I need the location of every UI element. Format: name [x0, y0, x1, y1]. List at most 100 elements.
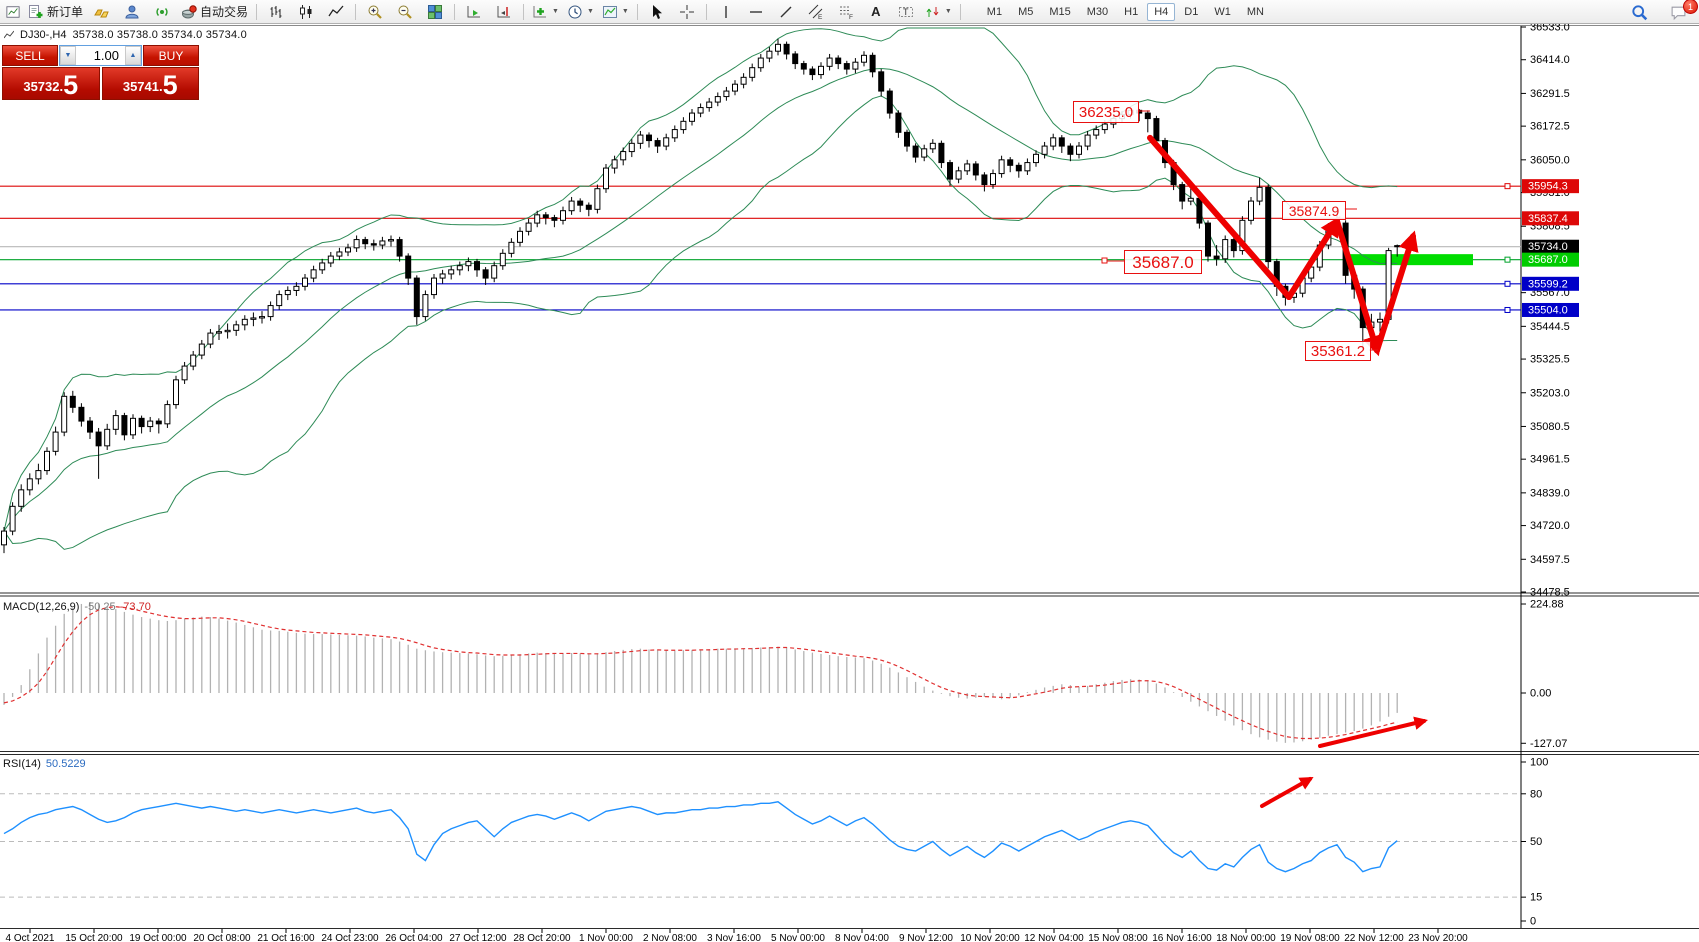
fibonacci-icon: F	[839, 6, 853, 20]
volume-decrease-button[interactable]: ▼	[60, 46, 76, 65]
svg-text:35203.0: 35203.0	[1530, 387, 1570, 399]
price-annotation-36235[interactable]: 36235.0	[1073, 101, 1139, 123]
clock-icon	[568, 5, 582, 18]
timeframe-M30[interactable]: M30	[1086, 5, 1109, 18]
signals-button[interactable]	[148, 1, 176, 23]
svg-text:100: 100	[1530, 757, 1548, 769]
svg-text:28 Oct 20:00: 28 Oct 20:00	[513, 933, 571, 942]
text-label-tool-button[interactable]: T	[892, 1, 920, 23]
buy-price-pip: 5	[162, 70, 178, 101]
accounts-button[interactable]	[118, 1, 146, 23]
zoom-in-button[interactable]	[361, 1, 389, 23]
new-order-icon	[29, 4, 43, 18]
svg-text:27 Oct 12:00: 27 Oct 12:00	[449, 933, 507, 942]
timeframe-M5[interactable]: M5	[1018, 5, 1034, 18]
line-chart-icon	[328, 5, 344, 16]
timeframe-D1[interactable]: D1	[1184, 5, 1199, 18]
text-tool-button[interactable]: A	[871, 4, 881, 19]
zoom-out-icon	[398, 5, 412, 19]
timeframe-H4[interactable]: H4	[1147, 2, 1176, 21]
svg-text:36172.5: 36172.5	[1530, 121, 1570, 133]
svg-text:36533.0: 36533.0	[1530, 22, 1570, 34]
shapes-tool-button[interactable]: ▼	[922, 1, 955, 23]
price-annotation-35361[interactable]: 35361.2	[1305, 341, 1371, 361]
sell-button[interactable]: SELL	[2, 45, 58, 66]
trend-zigzag-arrows[interactable]	[1147, 134, 1419, 357]
auto-trading-button[interactable]: 自动交易	[178, 1, 251, 23]
svg-text:9 Nov 12:00: 9 Nov 12:00	[899, 933, 953, 942]
chart-shift-button[interactable]	[490, 1, 518, 23]
svg-text:34839.0: 34839.0	[1530, 487, 1570, 499]
line-chart-button[interactable]	[322, 1, 350, 23]
price-annotation-35687[interactable]: 35687.0	[1124, 250, 1202, 274]
cursor-icon	[652, 4, 662, 19]
dropdown-caret-icon: ▼	[586, 8, 594, 15]
timeframe-W1[interactable]: W1	[1214, 5, 1231, 18]
green-highlight-band[interactable]	[1347, 254, 1473, 266]
rsi-up-arrow[interactable]	[1260, 776, 1314, 808]
crosshair-tool-button[interactable]	[673, 1, 701, 23]
horizontal-line-tool-button[interactable]	[742, 1, 770, 23]
zoom-out-button[interactable]	[391, 1, 419, 23]
svg-text:35080.5: 35080.5	[1530, 421, 1570, 433]
sell-price-pip: 5	[63, 70, 79, 101]
dropdown-caret-icon: ▼	[621, 8, 629, 15]
buy-price-box[interactable]: 35741. 5	[101, 67, 199, 101]
chart-window-icon	[6, 5, 20, 18]
gold-button[interactable]	[88, 1, 116, 23]
tile-windows-icon	[428, 4, 443, 19]
panel-separators	[0, 25, 1699, 929]
svg-text:4 Oct 2021: 4 Oct 2021	[6, 933, 55, 942]
notifications-button[interactable]: 1	[1664, 0, 1698, 23]
annotation-connectors	[1101, 110, 1378, 351]
time-axis[interactable]: 4 Oct 2021 15 Oct 20:00 19 Oct 00:00 20 Oct…	[6, 929, 1469, 942]
price-annotation-35874[interactable]: 35874.9	[1282, 201, 1346, 220]
svg-text:5 Nov 00:00: 5 Nov 00:00	[771, 933, 825, 942]
timeframe-H1[interactable]: H1	[1124, 5, 1139, 18]
svg-text:16 Nov 16:00: 16 Nov 16:00	[1152, 933, 1212, 942]
chart-window-button[interactable]	[3, 1, 23, 23]
trendline-tool-button[interactable]	[772, 1, 800, 23]
volume-control: ▼ 1.00 ▲	[59, 45, 142, 66]
tile-windows-button[interactable]	[421, 1, 449, 23]
templates-button[interactable]: ▼	[599, 1, 632, 23]
add-indicator-icon	[533, 5, 547, 17]
timeframe-M15[interactable]: M15	[1049, 5, 1071, 18]
bar-chart-icon	[270, 5, 282, 18]
toolbar-separator	[355, 3, 357, 20]
one-click-trading-panel: SELL ▼ 1.00 ▲ BUY 35732. 5 35741. 5	[2, 45, 199, 100]
macd-main-value: -50.25	[84, 601, 116, 613]
timeframe-group: M1 M5 M15 M30 H1 H4 D1 W1 MN	[979, 2, 1272, 21]
cursor-tool-button[interactable]	[643, 1, 671, 23]
timeframe-M1[interactable]: M1	[986, 5, 1003, 18]
symbol-icon	[4, 30, 14, 39]
volume-increase-button[interactable]: ▲	[125, 46, 141, 65]
buy-button[interactable]: BUY	[143, 45, 199, 66]
indicators-button[interactable]: ▼	[529, 1, 562, 23]
svg-text:15 Nov 08:00: 15 Nov 08:00	[1088, 933, 1148, 942]
svg-text:2 Nov 08:00: 2 Nov 08:00	[643, 933, 697, 942]
new-order-button[interactable]: 新订单	[25, 1, 86, 23]
vertical-line-tool-button[interactable]	[712, 1, 740, 23]
svg-text:34720.0: 34720.0	[1530, 520, 1570, 532]
candlestick-chart-button[interactable]	[292, 1, 320, 23]
svg-text:19 Nov 08:00: 19 Nov 08:00	[1280, 933, 1340, 942]
svg-text:23 Nov 20:00: 23 Nov 20:00	[1408, 933, 1468, 942]
auto-scroll-button[interactable]	[460, 1, 488, 23]
price-axis[interactable]: 36533.036414.036291.536172.536050.035931…	[1521, 22, 1579, 599]
symbol-period-label: DJ30-,H4	[20, 29, 67, 41]
rsi-value: 50.5229	[45, 758, 86, 770]
periods-button[interactable]: ▼	[564, 1, 597, 23]
bar-chart-button[interactable]	[262, 1, 290, 23]
channel-tool-button[interactable]: E	[802, 1, 830, 23]
fibonacci-tool-button[interactable]: F	[832, 1, 860, 23]
toolbar-right-group: 1	[1624, 0, 1698, 23]
sell-price-box[interactable]: 35732. 5	[2, 67, 100, 100]
search-button[interactable]	[1625, 1, 1653, 23]
macd-up-arrow[interactable]	[1318, 716, 1428, 748]
timeframe-MN[interactable]: MN	[1246, 5, 1264, 18]
toolbar-separator	[256, 3, 258, 20]
volume-input[interactable]: 1.00	[93, 48, 119, 63]
